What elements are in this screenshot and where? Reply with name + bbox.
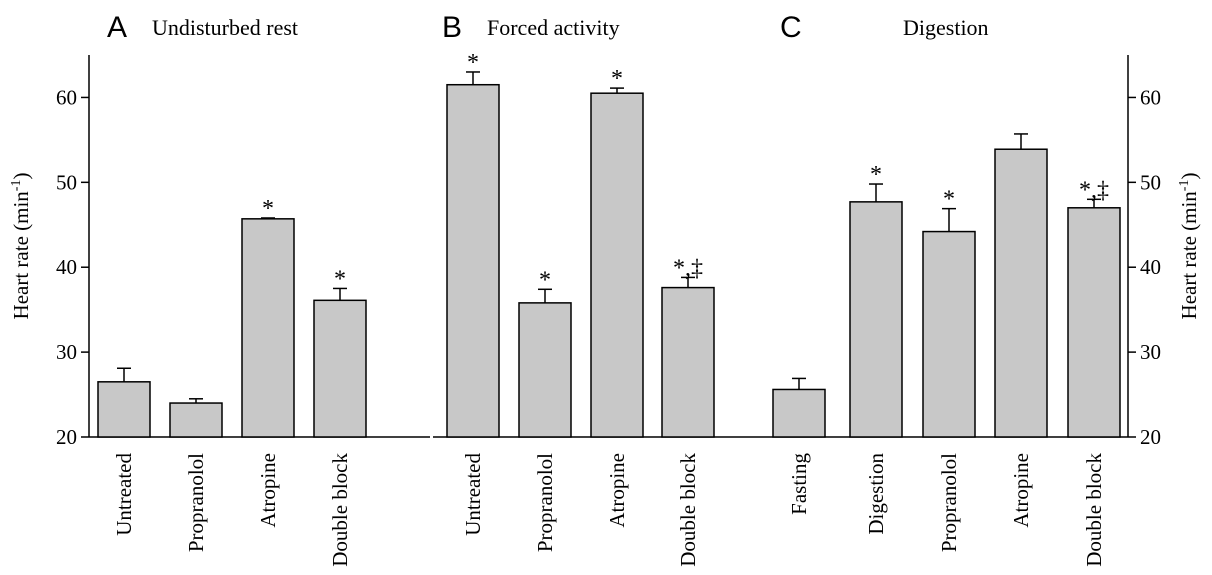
category-label: Propranolol bbox=[184, 453, 208, 552]
significance-marker: * bbox=[943, 187, 955, 213]
panel-b: B Forced activity * Untreated * Propranolol * A… bbox=[433, 11, 768, 567]
bar-atropine bbox=[241, 218, 295, 438]
category-label: Atropine bbox=[1009, 453, 1033, 528]
bar-atropine bbox=[590, 92, 644, 438]
panel-c: C Digestion 20 30 40 50 60 Heart rate (min-1) Fa… bbox=[768, 11, 1201, 567]
y-tick-label: 60 bbox=[1140, 85, 1161, 109]
category-label: Double block bbox=[328, 453, 352, 567]
significance-marker: * bbox=[334, 266, 346, 292]
category-label: Atropine bbox=[256, 453, 280, 528]
significance-marker: * bbox=[870, 162, 882, 188]
category-label: Double block bbox=[676, 453, 700, 567]
y-axis-label: Heart rate (min-1) bbox=[1177, 173, 1201, 320]
y-tick-label: 40 bbox=[1140, 255, 1161, 279]
bar-propranolol bbox=[518, 302, 572, 438]
category-label: Double block bbox=[1082, 453, 1106, 567]
panel-title: Forced activity bbox=[487, 15, 620, 40]
bar-propranolol bbox=[169, 402, 223, 438]
bar-double-block bbox=[313, 299, 367, 438]
panel-letter: C bbox=[780, 11, 802, 44]
category-label: Fasting bbox=[787, 453, 811, 515]
category-label: Untreated bbox=[461, 453, 485, 536]
significance-marker: * bbox=[611, 66, 623, 92]
panel-title: Digestion bbox=[903, 15, 989, 40]
category-label: Untreated bbox=[112, 453, 136, 536]
bar-untreated bbox=[97, 381, 151, 438]
y-tick-label: 60 bbox=[56, 85, 77, 109]
significance-marker: * bbox=[262, 196, 274, 222]
category-label: Digestion bbox=[864, 453, 888, 535]
bar-atropine bbox=[994, 148, 1048, 438]
significance-marker: *,‡ bbox=[673, 255, 703, 281]
significance-marker: *,‡ bbox=[1079, 177, 1109, 203]
y-tick-label: 40 bbox=[56, 255, 77, 279]
bar-propranolol bbox=[922, 230, 976, 438]
y-tick-label: 30 bbox=[56, 340, 77, 364]
category-label: Atropine bbox=[605, 453, 629, 528]
y-tick-label: 20 bbox=[1140, 425, 1161, 449]
bar-untreated bbox=[446, 83, 500, 438]
bar-double-block bbox=[661, 286, 715, 438]
significance-marker: * bbox=[467, 50, 479, 76]
panel-letter: B bbox=[442, 11, 462, 44]
bar-fasting bbox=[772, 388, 826, 438]
panel-a: A Undisturbed rest 20 30 40 50 60 Heart rate (m… bbox=[9, 11, 430, 567]
bar-double-block bbox=[1067, 207, 1121, 438]
y-tick-label: 20 bbox=[56, 425, 77, 449]
category-label: Propranolol bbox=[533, 453, 557, 552]
category-label: Propranolol bbox=[937, 453, 961, 552]
y-tick-label: 50 bbox=[1140, 170, 1161, 194]
bar-digestion bbox=[849, 201, 903, 438]
y-tick-label: 30 bbox=[1140, 340, 1161, 364]
y-tick-label: 50 bbox=[56, 170, 77, 194]
panel-letter: A bbox=[107, 11, 127, 44]
y-axis-label: Heart rate (min-1) bbox=[9, 173, 33, 320]
significance-marker: * bbox=[539, 267, 551, 293]
panel-title: Undisturbed rest bbox=[152, 15, 298, 40]
